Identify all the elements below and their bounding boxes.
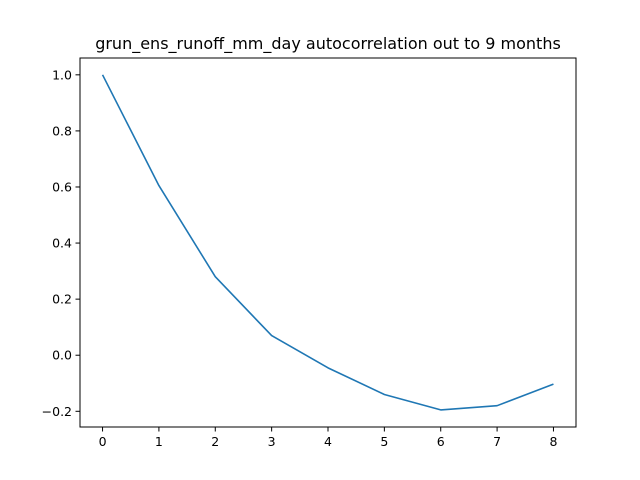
y-tick-label: 0.0: [52, 348, 72, 363]
x-tick-label: 8: [549, 434, 557, 449]
series-layer: [101, 74, 554, 411]
x-tick-label: 0: [99, 434, 107, 449]
autocorrelation-line: [101, 74, 554, 411]
x-tick-label: 5: [380, 434, 388, 449]
y-tick-label: 0.6: [52, 179, 72, 194]
chart-title: grun_ens_runoff_mm_day autocorrelation o…: [95, 34, 561, 54]
plot-area-frame: [79, 57, 577, 428]
x-tick-label: 4: [324, 434, 332, 449]
x-tick-label: 7: [493, 434, 501, 449]
x-tick-label: 2: [211, 434, 219, 449]
x-axis: 0 1 2 3 4 5 6 7 8: [99, 427, 557, 449]
y-tick-label: −0.2: [42, 404, 72, 419]
x-tick-label: 1: [155, 434, 163, 449]
y-tick-label: 0.8: [52, 123, 72, 138]
y-tick-label: 1.0: [52, 67, 72, 82]
y-tick-label: 0.2: [52, 292, 72, 307]
x-tick-label: 6: [437, 434, 445, 449]
y-tick-label: 0.4: [52, 236, 72, 251]
x-tick-label: 3: [268, 434, 276, 449]
y-axis: 1.0 0.8 0.6 0.4 0.2 0.0 −0.2: [42, 67, 80, 419]
